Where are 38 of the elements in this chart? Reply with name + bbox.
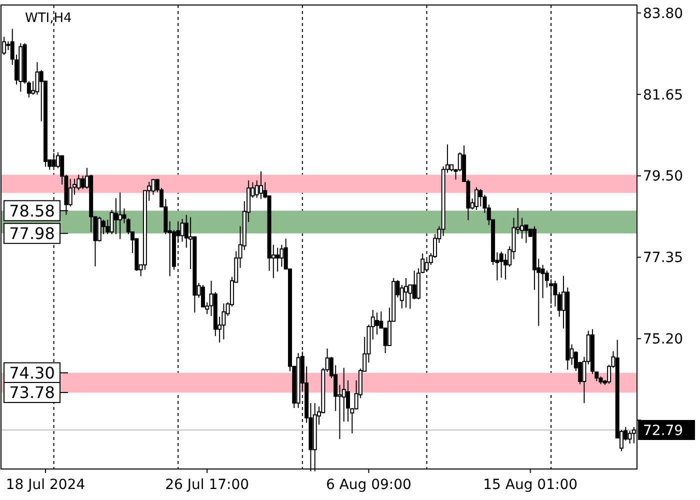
candlestick	[540, 264, 545, 299]
y-tick-label: 75.20	[643, 332, 684, 348]
text: WTI,H4	[25, 11, 72, 26]
candlestick	[503, 253, 508, 280]
candlestick	[222, 302, 226, 340]
y-tick-label: 81.65	[643, 87, 684, 104]
candlestick	[412, 270, 416, 300]
candlestick	[97, 216, 102, 242]
candlestick	[258, 170, 263, 200]
candlestick	[404, 278, 408, 308]
ref-line-label: 72.79	[643, 422, 684, 439]
candlestick	[118, 192, 122, 240]
candlestick	[474, 186, 478, 210]
x-tick-label: 18 Jul 2024	[6, 477, 86, 493]
annotation: 73.78	[9, 383, 55, 402]
x-tick-label: 15 Aug 01:00	[483, 477, 578, 493]
candlestick	[280, 244, 284, 268]
candlestick	[180, 218, 184, 242]
y-tick-label: 79.50	[643, 168, 684, 185]
candlestick	[342, 367, 346, 422]
candlestick	[35, 62, 40, 96]
y-tick-label: 77.35	[643, 250, 684, 266]
candlestick	[68, 178, 72, 208]
annotation: 74.30	[9, 363, 55, 382]
candlestick	[276, 247, 280, 272]
candlestick	[628, 430, 632, 444]
candlestick	[375, 312, 380, 336]
annotation: 78.58	[9, 201, 55, 220]
x-tick-label: 6 Aug 09:00	[326, 477, 412, 493]
x-tick-label: 26 Jul 17:00	[165, 477, 250, 493]
candlestick	[553, 280, 558, 308]
candlestick	[478, 188, 483, 208]
candlestick	[122, 208, 126, 224]
annotation: 77.98	[9, 224, 55, 243]
candlestick	[499, 251, 504, 278]
candlestick	[76, 174, 81, 191]
y-tick-label: 83.80	[643, 6, 684, 22]
candlestick	[80, 175, 85, 190]
